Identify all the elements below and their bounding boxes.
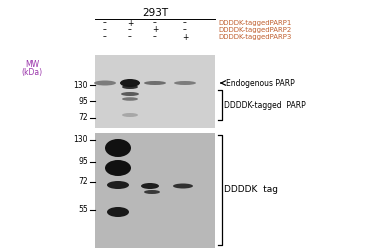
Text: (kDa): (kDa)	[22, 68, 43, 77]
Ellipse shape	[144, 81, 166, 85]
Text: –: –	[128, 32, 132, 42]
Ellipse shape	[122, 113, 138, 117]
Text: –: –	[103, 32, 107, 42]
Text: –: –	[103, 26, 107, 35]
Ellipse shape	[174, 81, 196, 85]
Text: 72: 72	[79, 114, 88, 122]
Text: –: –	[183, 26, 187, 35]
Ellipse shape	[105, 160, 131, 176]
Text: +: +	[127, 18, 133, 28]
Ellipse shape	[122, 97, 138, 101]
Ellipse shape	[121, 92, 139, 96]
Text: –: –	[128, 26, 132, 35]
Text: Endogenous PARP: Endogenous PARP	[226, 78, 295, 88]
Text: +: +	[182, 32, 188, 42]
Text: –: –	[153, 18, 157, 28]
Text: 55: 55	[78, 206, 88, 214]
Ellipse shape	[141, 183, 159, 189]
Text: –: –	[103, 18, 107, 28]
Ellipse shape	[120, 79, 140, 87]
Text: DDDDK-tagged  PARP: DDDDK-tagged PARP	[224, 100, 306, 110]
Ellipse shape	[107, 207, 129, 217]
Bar	[95, 133, 215, 248]
Text: 130: 130	[74, 136, 88, 144]
Text: 95: 95	[78, 158, 88, 166]
Ellipse shape	[173, 184, 193, 188]
Text: MW: MW	[25, 60, 39, 69]
Text: DDDDK  tag: DDDDK tag	[224, 186, 278, 194]
Text: 130: 130	[74, 80, 88, 90]
Text: +: +	[152, 26, 158, 35]
Bar	[95, 55, 215, 128]
Text: DDDDK-taggedPARP2: DDDDK-taggedPARP2	[218, 27, 291, 33]
Text: 95: 95	[78, 96, 88, 106]
Ellipse shape	[94, 80, 116, 86]
Ellipse shape	[107, 181, 129, 189]
Text: 72: 72	[79, 178, 88, 186]
Text: –: –	[183, 18, 187, 28]
Text: 293T: 293T	[142, 8, 168, 18]
Ellipse shape	[122, 85, 138, 89]
Ellipse shape	[105, 139, 131, 157]
Text: DDDDK-taggedPARP1: DDDDK-taggedPARP1	[218, 20, 291, 26]
Ellipse shape	[144, 190, 160, 194]
Text: DDDDK-taggedPARP3: DDDDK-taggedPARP3	[218, 34, 291, 40]
Text: –: –	[153, 32, 157, 42]
